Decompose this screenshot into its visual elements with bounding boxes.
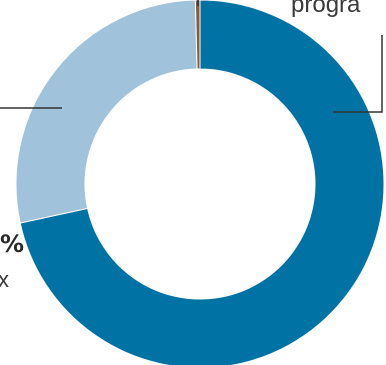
left-value-label: % [0, 230, 24, 258]
left-sub-label: x [0, 267, 9, 292]
donut-slice-2 [194, 0, 201, 70]
right-leader-line [333, 35, 383, 113]
slices-group [15, 0, 385, 365]
donut-slice-0 [19, 0, 385, 365]
donut-slice-1 [15, 0, 198, 224]
top-right-label: progra [291, 0, 361, 18]
